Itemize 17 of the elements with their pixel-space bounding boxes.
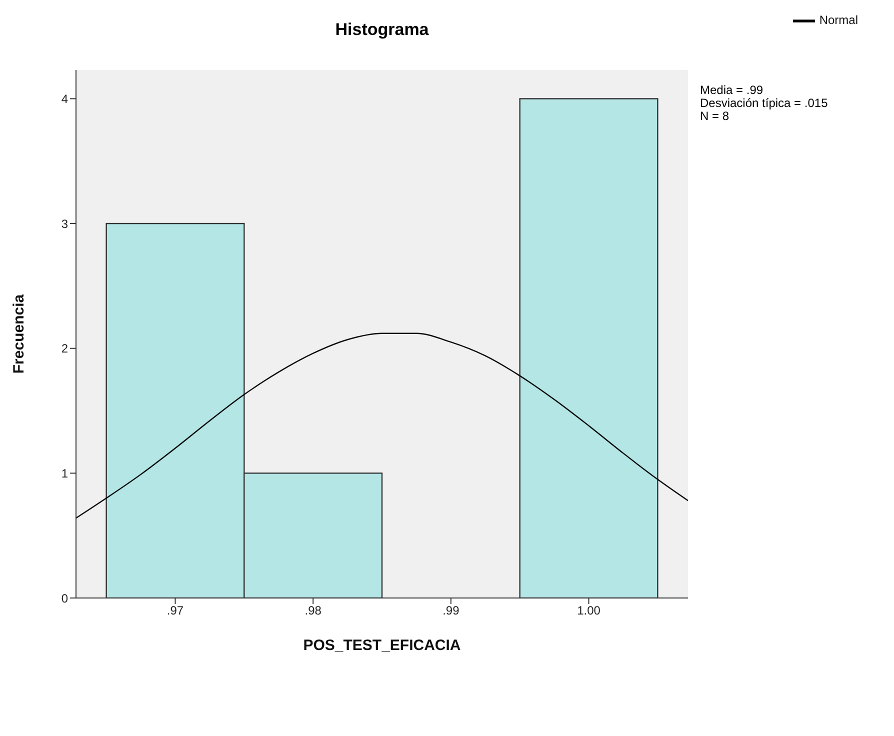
x-axis-title: POS_TEST_EFICACIA	[303, 637, 461, 654]
y-tick-label: 3	[61, 216, 68, 231]
text: N = 8	[700, 109, 730, 123]
text: Desviación típica = .015	[700, 96, 828, 110]
legend-label: Normal	[819, 13, 858, 28]
x-tick-label: .98	[304, 604, 322, 618]
x-tick-label: .99	[442, 604, 460, 618]
y-tick-label: 4	[61, 92, 68, 106]
chart-title: Histograma	[334, 20, 430, 40]
x-tick-label: 1.00	[577, 604, 601, 618]
x-tick-label: .97	[166, 604, 184, 618]
y-axis-title: Frecuencia	[10, 294, 28, 374]
y-tick-label: 2	[61, 342, 68, 356]
line-series	[76, 332, 688, 519]
y-tick-label: 0	[61, 591, 68, 606]
text: Media = .99	[700, 83, 764, 97]
y-tick-label: 1	[61, 466, 68, 480]
